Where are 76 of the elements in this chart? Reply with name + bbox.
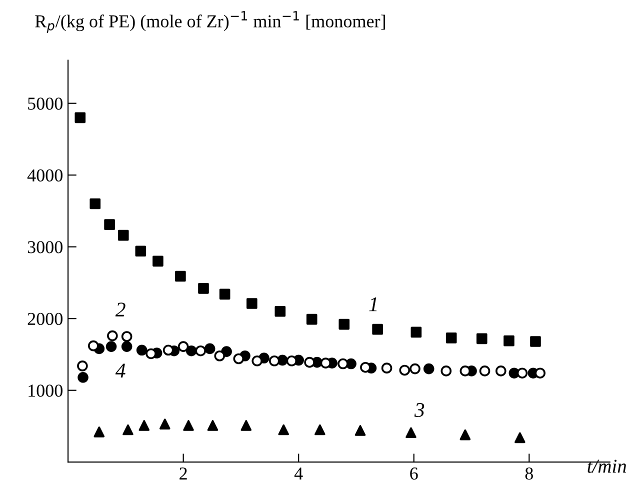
point [178,341,189,352]
point [410,363,420,374]
y-tick-label: 1000 [28,384,62,397]
point [530,336,541,347]
point [423,363,434,374]
point [204,343,216,354]
point [121,331,132,342]
x-tick-label: 8 [525,467,533,480]
point [274,306,286,317]
point [406,427,416,438]
annotation: 1 [369,297,377,312]
point [77,360,88,372]
point [198,283,209,294]
point [121,341,132,352]
point [106,341,117,352]
point [219,288,230,300]
point [440,366,452,376]
y-axis-title: R$_{p}$/(kg of PE) (mole of Zr)$^{−1}$ min$^{−1}$ [monomer] [35,11,385,33]
x-axis-title: t/min [588,460,626,473]
point [354,425,366,436]
point [152,256,164,267]
y-tick-label: 2000 [28,312,62,326]
point [233,353,244,364]
point [183,420,194,431]
point [479,366,490,376]
point [104,219,115,230]
point [138,420,150,431]
point [446,332,457,344]
point [136,344,148,356]
x-tick-label: 2 [180,468,187,480]
point [207,420,218,431]
point [240,420,252,431]
annotation: 2 [115,302,126,316]
point [516,368,528,379]
y-tick-label: 5000 [28,98,62,110]
x-tick-label: 4 [294,468,303,480]
point [286,355,298,366]
annotation: 3 [414,403,424,418]
point [214,350,226,362]
point [159,418,170,430]
point [135,246,146,257]
point [246,298,258,309]
point [74,112,86,124]
y-tick-label: 3000 [28,241,62,254]
point [314,424,326,436]
point [78,372,88,383]
point [460,429,471,440]
annotation: 4 [115,364,126,378]
point [88,340,99,352]
point [146,348,156,360]
point [372,324,383,335]
point [399,364,410,376]
point [338,358,348,370]
point [252,355,262,366]
point [122,424,134,436]
point [476,333,488,344]
point [514,432,526,444]
point [410,326,422,338]
point [504,335,514,346]
point [304,356,315,368]
point [195,345,206,356]
point [107,330,118,342]
point [118,230,129,241]
point [338,318,350,330]
point [360,362,371,373]
point [306,314,318,325]
y-tick-label: 4000 [27,169,62,182]
point [278,424,290,436]
point [186,345,197,356]
point [90,198,101,210]
point [268,355,280,366]
point [175,270,186,282]
point [496,366,506,376]
x-tick-label: 6 [410,468,418,480]
point [381,362,392,374]
point [94,426,105,438]
